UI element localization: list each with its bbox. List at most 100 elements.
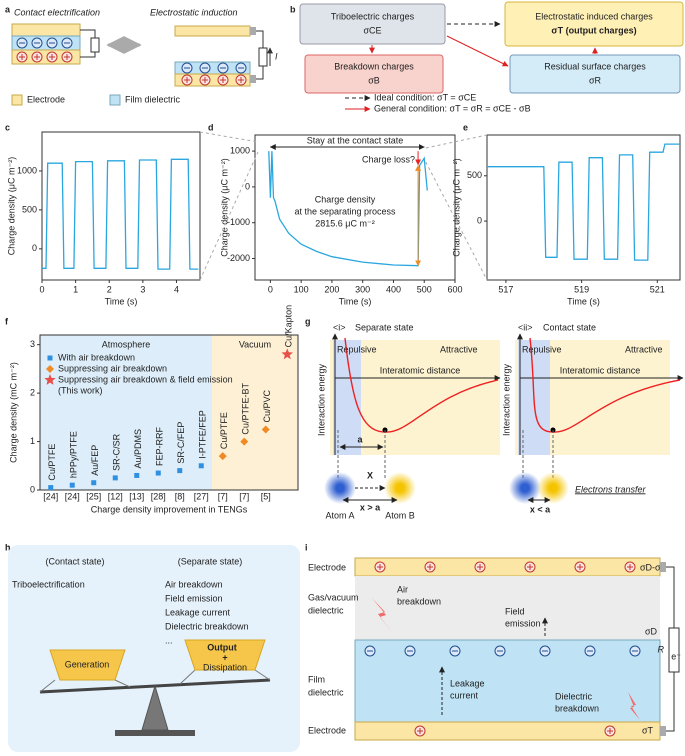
label: Electrons transfer <box>575 484 647 494</box>
shape <box>355 576 660 640</box>
marker <box>47 355 53 361</box>
label: σD-σT <box>640 562 667 572</box>
label: Field emission <box>165 593 223 603</box>
atom <box>537 472 569 504</box>
shape <box>11 23 81 37</box>
marker <box>177 468 183 474</box>
label: Charge loss? <box>362 154 415 164</box>
x-tick-label: [7] <box>218 491 228 501</box>
label: Leakage <box>450 678 485 688</box>
condition: General condition: σT = σR = σCE - σB <box>374 103 531 113</box>
data-line <box>487 143 680 261</box>
marker <box>112 475 118 481</box>
connector <box>425 134 488 281</box>
legend-label: Film dielectric <box>125 94 181 104</box>
label: Electrode <box>308 725 346 735</box>
x-tick-label: [13] <box>129 491 144 501</box>
region-label: Atmosphere <box>102 339 151 349</box>
y-tick-label: 500 <box>22 204 37 214</box>
label: Attractive <box>440 344 478 354</box>
x-tick-label: [27] <box>194 491 209 501</box>
box <box>504 1 684 47</box>
marker <box>134 472 140 478</box>
atom <box>324 472 356 504</box>
point-label: hPPy/PTFE <box>69 431 79 478</box>
shape <box>250 27 256 35</box>
box-label: σT (output charges) <box>551 25 636 35</box>
label: x < a <box>530 504 551 514</box>
y-tick-label: 2 <box>30 388 35 398</box>
path <box>256 30 264 80</box>
x-tick-label: 521 <box>650 284 665 294</box>
label: at the separating process <box>294 206 396 216</box>
label: Interatomic distance <box>560 365 641 375</box>
region-label: Vacuum <box>239 339 271 349</box>
point-label: I-PTFE/FEP <box>198 410 208 459</box>
x-axis-label: Charge density improvement in TENGs <box>91 504 248 514</box>
box-label: σCE <box>363 25 381 35</box>
box-label: Residual surface charges <box>544 61 646 71</box>
x-tick-label: [24] <box>43 491 58 501</box>
atom <box>384 472 416 504</box>
label: e⁻ <box>671 651 681 661</box>
label: ... <box>165 635 173 645</box>
shape <box>258 47 268 67</box>
y-axis-label: Charge density (mC m⁻²) <box>8 362 18 463</box>
box <box>304 54 444 94</box>
x-axis-label: Time (s) <box>567 296 600 306</box>
panel-label: g <box>305 316 311 326</box>
lightning <box>372 598 392 632</box>
x-tick-label: 519 <box>574 284 589 294</box>
plot-frame <box>254 134 456 281</box>
point-label: Cu/PTFE <box>219 412 229 449</box>
current-label: I <box>275 51 278 61</box>
marker <box>218 452 227 461</box>
x-tick-label: 600 <box>447 284 462 294</box>
point-label: SR-C/SR <box>112 433 122 471</box>
point-label: SR-C/FEP <box>176 422 186 464</box>
marker <box>91 480 97 486</box>
label: Atom A <box>325 510 354 520</box>
box-label: σR <box>589 75 602 85</box>
x-tick-label: [7] <box>239 491 249 501</box>
label: Interaction energy <box>316 363 326 436</box>
box-label: Triboelectric charges <box>331 11 415 21</box>
label: Air breakdown <box>165 579 223 589</box>
label: Dielectric <box>555 691 593 701</box>
label: <i> <box>333 322 346 332</box>
shape <box>660 726 666 736</box>
shape <box>354 639 661 723</box>
label: Repulsive <box>522 344 562 354</box>
label: Interaction energy <box>501 363 511 436</box>
label: x > a <box>360 502 381 512</box>
legend-label: Suppressing air breakdown & field emissi… <box>58 374 233 384</box>
label: (Contact state) <box>45 556 104 566</box>
point-label: FEP-RRF <box>155 427 165 466</box>
label: + <box>222 652 227 662</box>
region <box>212 335 298 490</box>
label: Film <box>308 674 325 684</box>
x-tick-label: 2 <box>107 284 112 294</box>
box <box>299 3 446 45</box>
y-tick-label: 0 <box>245 181 250 191</box>
path <box>80 29 96 58</box>
x-tick-label: 200 <box>324 284 339 294</box>
panel-label: b <box>290 4 296 14</box>
x-tick-label: [28] <box>151 491 166 501</box>
y-tick-label: 0 <box>32 243 37 253</box>
lightning <box>628 692 640 720</box>
y-tick-label: 0 <box>30 484 35 494</box>
connector <box>199 131 259 281</box>
label: Atom B <box>385 510 415 520</box>
label: Gas/vacuum <box>308 592 359 602</box>
label: dielectric <box>308 687 344 697</box>
x-tick-label: [25] <box>86 491 101 501</box>
marker <box>198 463 204 469</box>
y-axis-label: Charge density (μC m⁻²) <box>219 158 229 256</box>
label: Attractive <box>625 344 663 354</box>
marker <box>240 437 249 446</box>
marker <box>281 348 293 360</box>
atom <box>509 472 541 504</box>
legend-label: Electrode <box>27 94 65 104</box>
